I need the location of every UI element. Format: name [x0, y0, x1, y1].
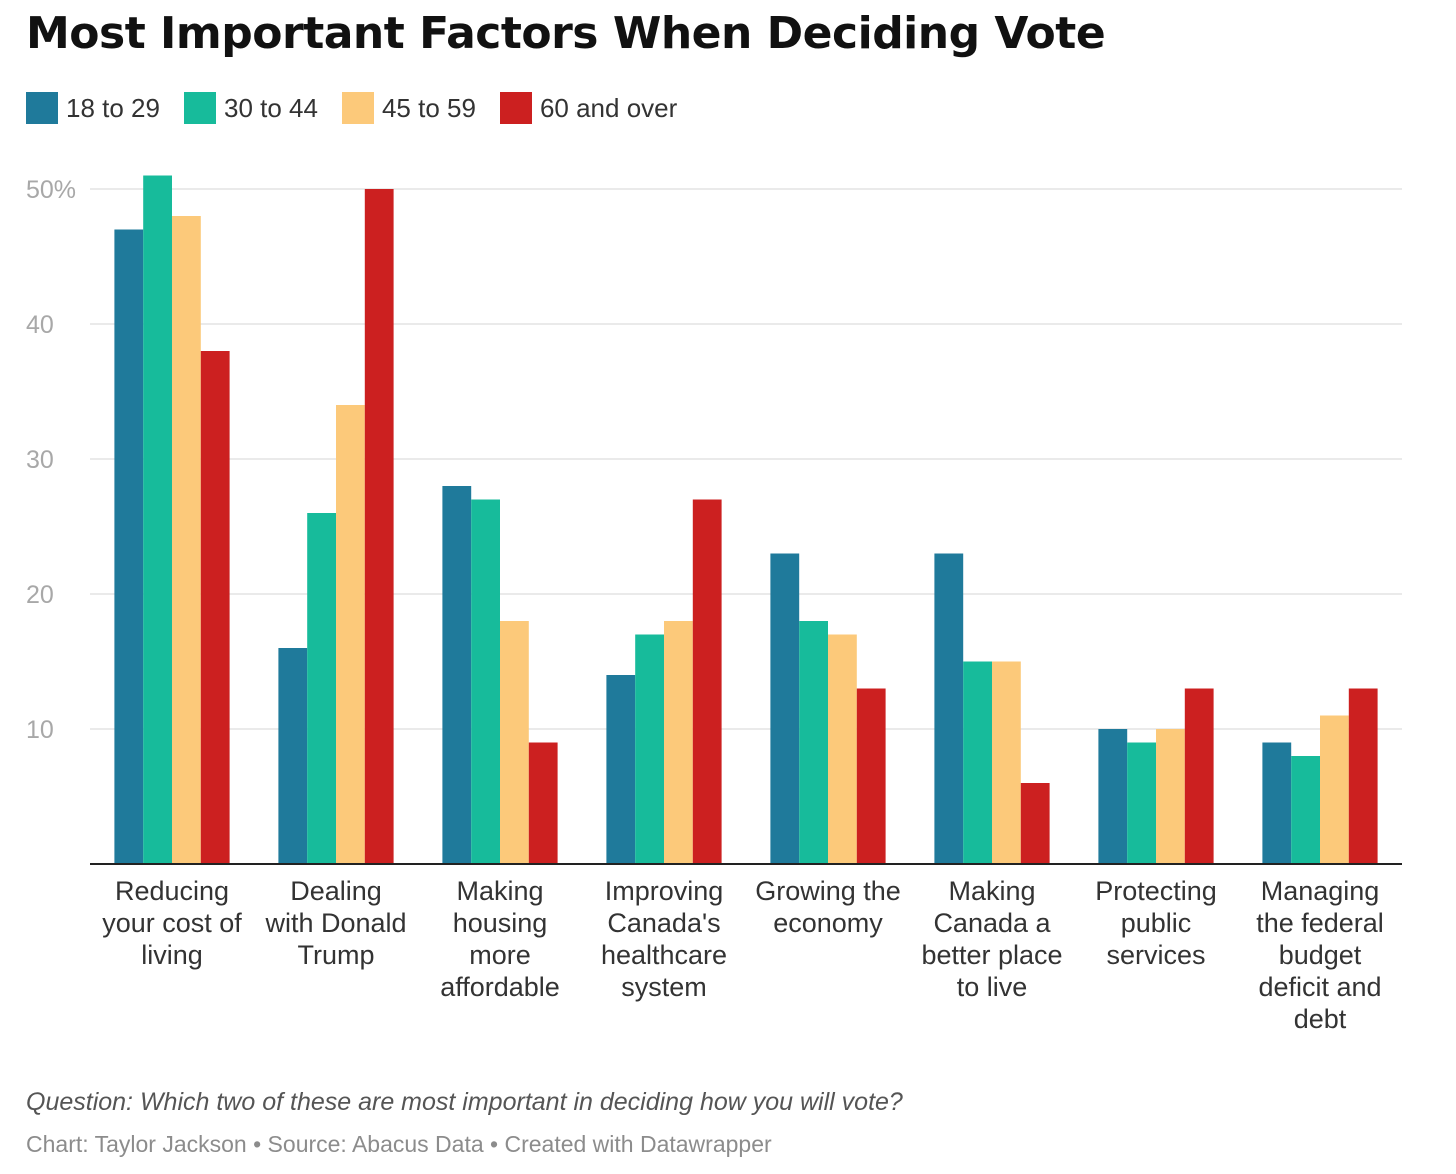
bar-managing-the-federal-budget-deficit-and-debt-18-to-29	[1262, 742, 1292, 864]
bar-reducing-your-cost-of-living-18-to-29	[114, 229, 144, 864]
bar-improving-canada-s-healthcare-system-60-and-over	[692, 499, 722, 864]
bar-improving-canada-s-healthcare-system-30-to-44	[635, 634, 664, 864]
x-category-label: Dealing with Donald Trump	[264, 876, 406, 970]
legend-item-45-to-59: 45 to 59	[341, 92, 476, 124]
bar-protecting-public-services-45-to-59	[1156, 729, 1185, 864]
y-tick-label: 10	[26, 716, 54, 744]
y-tick-label: 20	[26, 581, 54, 609]
bar-chart-plot: 10 20 30 40 50% Reducing your cost of livingDea…	[26, 175, 1402, 1034]
bar-making-canada-a-better-place-to-live-60-and-over	[1020, 783, 1050, 864]
bar-dealing-with-donald-trump-45-to-59	[336, 405, 365, 864]
bar-growing-the-economy-60-and-over	[856, 688, 886, 864]
bar-making-housing-more-affordable-30-to-44	[471, 499, 500, 864]
x-category-label: Growing the economy	[755, 876, 901, 938]
bar-reducing-your-cost-of-living-60-and-over	[200, 351, 230, 864]
bar-making-housing-more-affordable-18-to-29	[442, 486, 472, 864]
legend-swatch-60-and-over	[499, 92, 532, 124]
question-note: Question: Which two of these are most im…	[26, 1088, 903, 1116]
legend-swatch-30-to-44	[183, 92, 216, 124]
bar-reducing-your-cost-of-living-30-to-44	[143, 175, 172, 864]
chart-credits: Chart: Taylor Jackson • Source: Abacus D…	[26, 1131, 772, 1157]
chart-legend: 18 to 29 30 to 44 45 to 59 60 and over	[26, 90, 701, 126]
x-category-label: Improving Canada's healthcare system	[601, 876, 727, 1002]
legend-swatch-45-to-59	[341, 92, 374, 124]
y-tick-label: 30	[26, 446, 54, 474]
bar-protecting-public-services-30-to-44	[1127, 742, 1156, 864]
legend-label-18-to-29: 18 to 29	[66, 92, 160, 123]
bar-improving-canada-s-healthcare-system-18-to-29	[606, 675, 636, 864]
bar-dealing-with-donald-trump-60-and-over	[364, 189, 394, 864]
x-category-label: Protecting public services	[1095, 876, 1217, 970]
bar-managing-the-federal-budget-deficit-and-debt-60-and-over	[1348, 688, 1378, 864]
y-tick-label: 40	[26, 311, 54, 339]
bar-protecting-public-services-18-to-29	[1098, 729, 1128, 864]
bar-reducing-your-cost-of-living-45-to-59	[172, 216, 201, 864]
bar-dealing-with-donald-trump-30-to-44	[307, 513, 336, 864]
legend-label-30-to-44: 30 to 44	[223, 92, 318, 123]
bar-protecting-public-services-60-and-over	[1184, 688, 1214, 864]
bar-managing-the-federal-budget-deficit-and-debt-30-to-44	[1291, 756, 1320, 864]
y-tick-label: 50%	[26, 176, 76, 204]
bar-improving-canada-s-healthcare-system-45-to-59	[664, 621, 693, 864]
bar-growing-the-economy-18-to-29	[770, 553, 800, 864]
bar-making-housing-more-affordable-45-to-59	[500, 621, 529, 864]
bar-making-canada-a-better-place-to-live-30-to-44	[963, 661, 992, 864]
bar-growing-the-economy-45-to-59	[828, 634, 857, 864]
legend-label-45-to-59: 45 to 59	[381, 92, 476, 123]
bar-making-canada-a-better-place-to-live-18-to-29	[934, 553, 964, 864]
bar-making-canada-a-better-place-to-live-45-to-59	[992, 661, 1021, 864]
bar-dealing-with-donald-trump-18-to-29	[278, 648, 308, 864]
legend-label-60-and-over: 60 and over	[539, 92, 678, 123]
legend-item-60-and-over: 60 and over	[499, 92, 678, 124]
bar-managing-the-federal-budget-deficit-and-debt-45-to-59	[1320, 715, 1349, 864]
x-category-label: Managing the federal budget deficit and debt	[1256, 876, 1384, 1034]
bar-growing-the-economy-30-to-44	[799, 621, 828, 864]
legend-item-30-to-44: 30 to 44	[183, 92, 318, 124]
x-category-label: Making housing more affordable	[440, 876, 560, 1002]
chart-title: Most Important Factors When Deciding Vot…	[26, 8, 1106, 59]
x-category-label: Making Canada a better place to live	[921, 876, 1062, 1002]
x-category-label: Reducing your cost of living	[102, 876, 242, 970]
legend-item-18-to-29: 18 to 29	[26, 92, 160, 124]
legend-swatch-18-to-29	[26, 92, 58, 124]
bar-making-housing-more-affordable-60-and-over	[528, 742, 558, 864]
